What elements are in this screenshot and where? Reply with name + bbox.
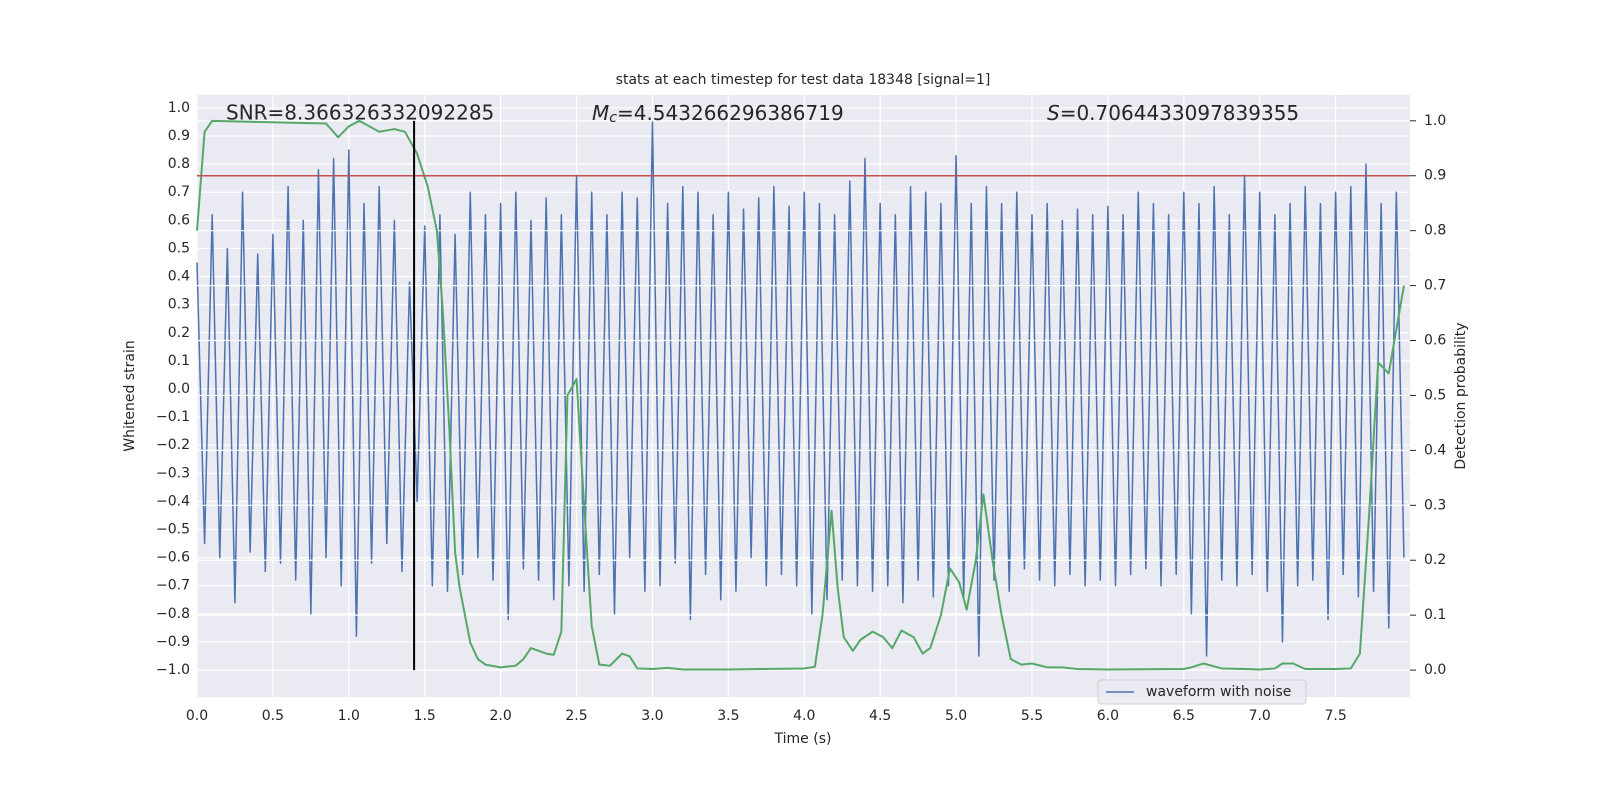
y2-tick-label: 0.2: [1424, 552, 1446, 568]
mc-annotation: Mc=4.543266296386719: [592, 101, 844, 127]
x-axis-label: Time (s): [774, 731, 832, 747]
x-tick-label: 2.5: [565, 708, 587, 724]
probability-line: [196, 119, 1405, 671]
y-tick-label: 0.7: [168, 184, 190, 200]
y2-tick-label: 0.7: [1424, 278, 1446, 294]
y-tick-label: 0.1: [168, 353, 190, 369]
x-tick-label: 3.0: [641, 708, 663, 724]
s-symbol: S: [1047, 101, 1060, 125]
y-tick-label: 0.9: [168, 128, 190, 144]
x-tick-label: 7.0: [1249, 708, 1271, 724]
y-tick-label: 0.0: [168, 381, 190, 397]
y2-tick-label: 0.3: [1424, 497, 1446, 513]
x-tick-label: 3.5: [717, 708, 739, 724]
y2-tick-label: 0.6: [1424, 333, 1446, 349]
x-tick-label: 7.5: [1324, 708, 1346, 724]
x-tick-label: 6.5: [1173, 708, 1195, 724]
y2-tick-label: 0.8: [1424, 223, 1446, 239]
y-tick-label: 1.0: [168, 100, 190, 116]
y-tick-label: −0.7: [156, 578, 190, 594]
y2-tick-label: 1.0: [1424, 113, 1446, 129]
mc-symbol: M: [592, 101, 609, 125]
y2-tick-label: 0.4: [1424, 442, 1446, 458]
y-tick-label: −1.0: [156, 662, 190, 678]
y-tick-label: −0.1: [156, 409, 190, 425]
x-tick-label: 4.5: [869, 708, 891, 724]
y-tick-label: 0.5: [168, 240, 190, 256]
x-tick-label: 5.5: [1021, 708, 1043, 724]
mc-subscript: c: [609, 110, 617, 126]
y-tick-label: 0.2: [168, 325, 190, 341]
x-tick-label: 5.0: [945, 708, 967, 724]
y2-tick-label: 0.0: [1424, 662, 1446, 678]
x-tick-label: 1.0: [338, 708, 360, 724]
y-tick-label: −0.4: [156, 493, 190, 509]
y-tick-label: −0.9: [156, 634, 190, 650]
x-tick-label: 2.0: [489, 708, 511, 724]
y2-tick-label: 0.1: [1424, 607, 1446, 623]
legend-box: [1097, 679, 1307, 705]
y-tick-label: −0.2: [156, 437, 190, 453]
y-tick-label: 0.6: [168, 212, 190, 228]
y-axis-label: Whitened strain: [122, 340, 138, 451]
y2-tick-label: 0.9: [1424, 168, 1446, 184]
s-annotation: S=0.7064433097839355: [1047, 101, 1299, 125]
y-tick-label: 0.3: [168, 297, 190, 313]
legend-label: waveform with noise: [1146, 684, 1291, 700]
y-tick-label: −0.6: [156, 550, 190, 566]
labels: stats at each timestep for test data 183…: [122, 72, 1469, 747]
legend: waveform with noise: [1097, 679, 1307, 705]
chart-title: stats at each timestep for test data 183…: [616, 72, 991, 88]
x-tick-label: 4.0: [793, 708, 815, 724]
y-tick-label: −0.5: [156, 521, 190, 537]
x-tick-label: 1.5: [414, 708, 436, 724]
snr-annotation: SNR=8.366326332092285: [226, 101, 494, 125]
x-tick-label: 6.0: [1097, 708, 1119, 724]
y2-axis-label: Detection probability: [1453, 322, 1469, 469]
s-value: =0.7064433097839355: [1060, 101, 1299, 125]
secondary-axis-layer: [196, 119, 1410, 671]
mc-value: =4.543266296386719: [617, 101, 844, 125]
y-tick-label: −0.8: [156, 606, 190, 622]
y-tick-label: 0.8: [168, 156, 190, 172]
y-tick-label: 0.4: [168, 269, 190, 285]
x-tick-label: 0.0: [186, 708, 208, 724]
x-tick-label: 0.5: [262, 708, 284, 724]
y2-tick-label: 0.5: [1424, 387, 1446, 403]
y-tick-label: −0.3: [156, 465, 190, 481]
